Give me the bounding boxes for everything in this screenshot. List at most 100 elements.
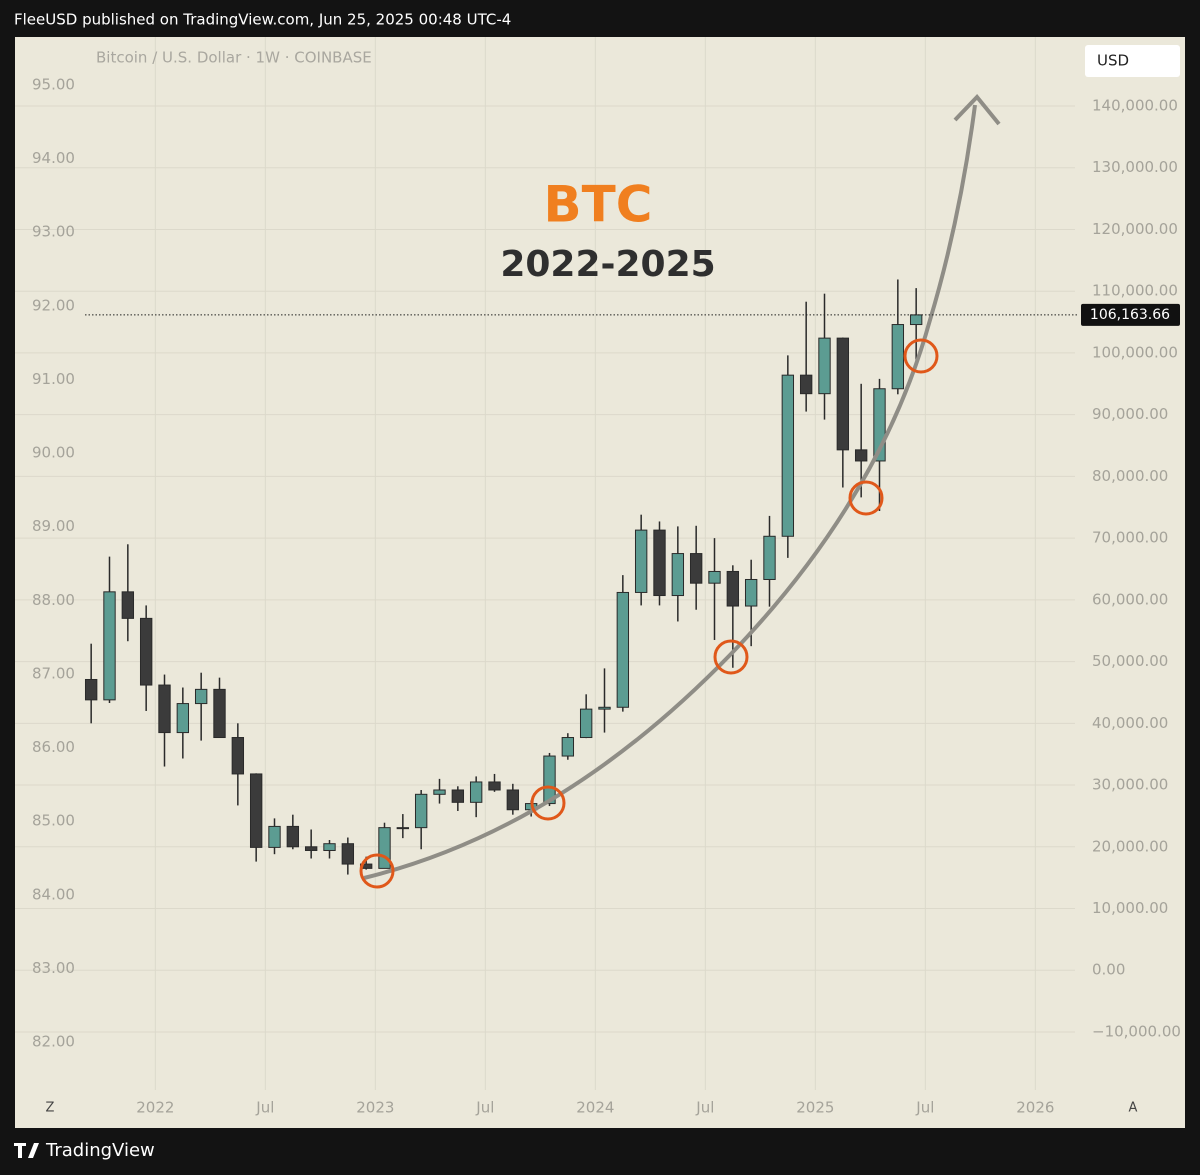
y2-tick-label: 93.00	[32, 223, 75, 241]
y-tick-label: 100,000.00	[1092, 343, 1178, 361]
y2-tick-label: 85.00	[32, 812, 75, 830]
candle-body	[139, 617, 153, 686]
y-tick-label: 40,000.00	[1092, 714, 1168, 732]
y-tick-label: 140,000.00	[1092, 97, 1178, 115]
candle-body	[84, 678, 98, 701]
candle-body	[818, 337, 831, 395]
candle-body	[763, 535, 776, 580]
candle-body	[561, 737, 575, 757]
candle-body	[873, 388, 886, 462]
currency-box[interactable]	[1085, 45, 1180, 77]
last-price-label: 106,163.66	[1090, 307, 1170, 323]
candle-body	[176, 703, 190, 734]
candle-body	[671, 553, 685, 597]
header: FleeUSD published on TradingView.com, Ju…	[14, 11, 511, 29]
x-tick-label: Jul	[915, 1099, 934, 1117]
y-tick-label: 120,000.00	[1092, 220, 1178, 238]
scale-button[interactable]: Z	[46, 1101, 55, 1116]
candle-body	[378, 827, 391, 869]
trend-arrowhead	[953, 93, 1001, 126]
candle-body	[488, 781, 501, 791]
candle-body	[579, 708, 593, 739]
candle-body	[286, 825, 300, 848]
circle	[713, 639, 749, 675]
candle-body	[891, 324, 905, 390]
annotation-title: BTC	[544, 176, 653, 234]
candle-body	[231, 737, 245, 775]
candle-body	[506, 789, 520, 811]
circle	[903, 338, 939, 374]
candle-body	[909, 314, 923, 326]
candle-body	[249, 773, 263, 848]
footer: TradingView	[45, 1140, 155, 1161]
candle-body	[708, 570, 721, 584]
candle-body	[433, 789, 446, 795]
scale-button[interactable]: A	[1129, 1101, 1138, 1116]
candle-body	[323, 843, 336, 851]
y-tick-label: 110,000.00	[1092, 282, 1178, 300]
currency[interactable]: USD	[1097, 52, 1129, 70]
candle-body	[543, 755, 556, 805]
x-tick-label: 2023	[356, 1099, 394, 1117]
x-tick-label: 2024	[576, 1099, 614, 1117]
circle	[530, 785, 566, 821]
y2-tick-label: 86.00	[32, 738, 75, 756]
y-tick-label: 130,000.00	[1092, 158, 1178, 176]
labels: 140,000.00 130,000.00 120,000.00 110,000.00…	[32, 75, 1181, 1116]
candle-body	[304, 846, 318, 851]
circle	[359, 853, 395, 889]
candle-body	[451, 789, 465, 803]
x-tick-label: 2025	[796, 1099, 834, 1117]
y2-tick-label: 88.00	[32, 591, 75, 609]
x-tick-label: 2022	[136, 1099, 174, 1117]
x-tick-label: 2026	[1016, 1099, 1054, 1117]
candle-body	[598, 706, 611, 710]
y2-tick-label: 89.00	[32, 517, 75, 535]
candle-body	[396, 827, 410, 830]
y-tick-label: 20,000.00	[1092, 837, 1168, 855]
x-tick-label: Jul	[255, 1099, 274, 1117]
candle-body	[213, 688, 226, 739]
candle-body	[268, 825, 281, 848]
circle	[848, 480, 884, 516]
y-tick-label: 80,000.00	[1092, 467, 1168, 485]
y-tick-label: 0.00	[1092, 961, 1125, 979]
y2-tick-label: 92.00	[32, 296, 75, 314]
candle-body	[194, 688, 208, 705]
candle-body	[121, 591, 135, 619]
candle-body	[158, 684, 171, 734]
y2-tick-label: 91.00	[32, 370, 75, 388]
candle-body	[341, 843, 355, 865]
candle-body	[634, 529, 648, 593]
y2-tick-label: 82.00	[32, 1033, 75, 1051]
candle-body	[616, 591, 630, 708]
x-tick-label: Jul	[695, 1099, 714, 1117]
candle-body	[836, 337, 850, 451]
candle-body	[726, 570, 740, 607]
candle-body	[414, 793, 428, 829]
candle-body	[854, 449, 868, 462]
y2-tick-label: 94.00	[32, 149, 75, 167]
y-tick-label: 60,000.00	[1092, 590, 1168, 608]
y-tick-label: 30,000.00	[1092, 776, 1168, 794]
annotation-subtitle: 2022-2025	[500, 244, 715, 285]
chart-panel	[15, 37, 1185, 1128]
y-tick-label: 90,000.00	[1092, 405, 1168, 423]
candle-body	[469, 781, 483, 803]
y2-tick-label: 83.00	[32, 959, 75, 977]
y2-tick-label: 87.00	[32, 664, 75, 682]
y2-tick-label: 84.00	[32, 885, 75, 903]
last-price-box	[1081, 303, 1180, 326]
symbol: Bitcoin / U.S. Dollar · 1W · COINBASE	[96, 49, 372, 67]
candle-body	[653, 529, 666, 597]
candle-body	[103, 591, 116, 701]
candle-body	[799, 374, 813, 395]
logo	[14, 1143, 39, 1158]
y-tick-label: −10,000.00	[1092, 1022, 1181, 1040]
highlight-circles	[359, 338, 939, 889]
y-tick-label: 10,000.00	[1092, 899, 1168, 917]
x-tick-label: Jul	[475, 1099, 494, 1117]
y-tick-label: 70,000.00	[1092, 529, 1168, 547]
